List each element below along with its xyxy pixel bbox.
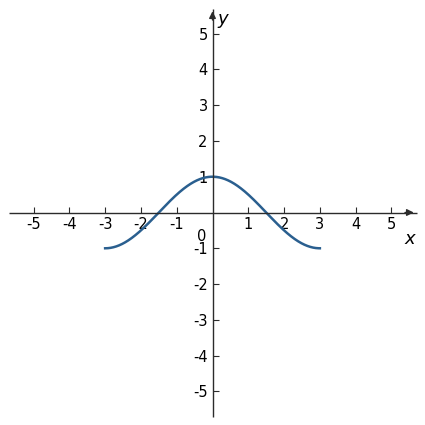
- Text: 0: 0: [197, 229, 206, 244]
- Text: y: y: [218, 10, 229, 28]
- Text: x: x: [404, 230, 415, 248]
